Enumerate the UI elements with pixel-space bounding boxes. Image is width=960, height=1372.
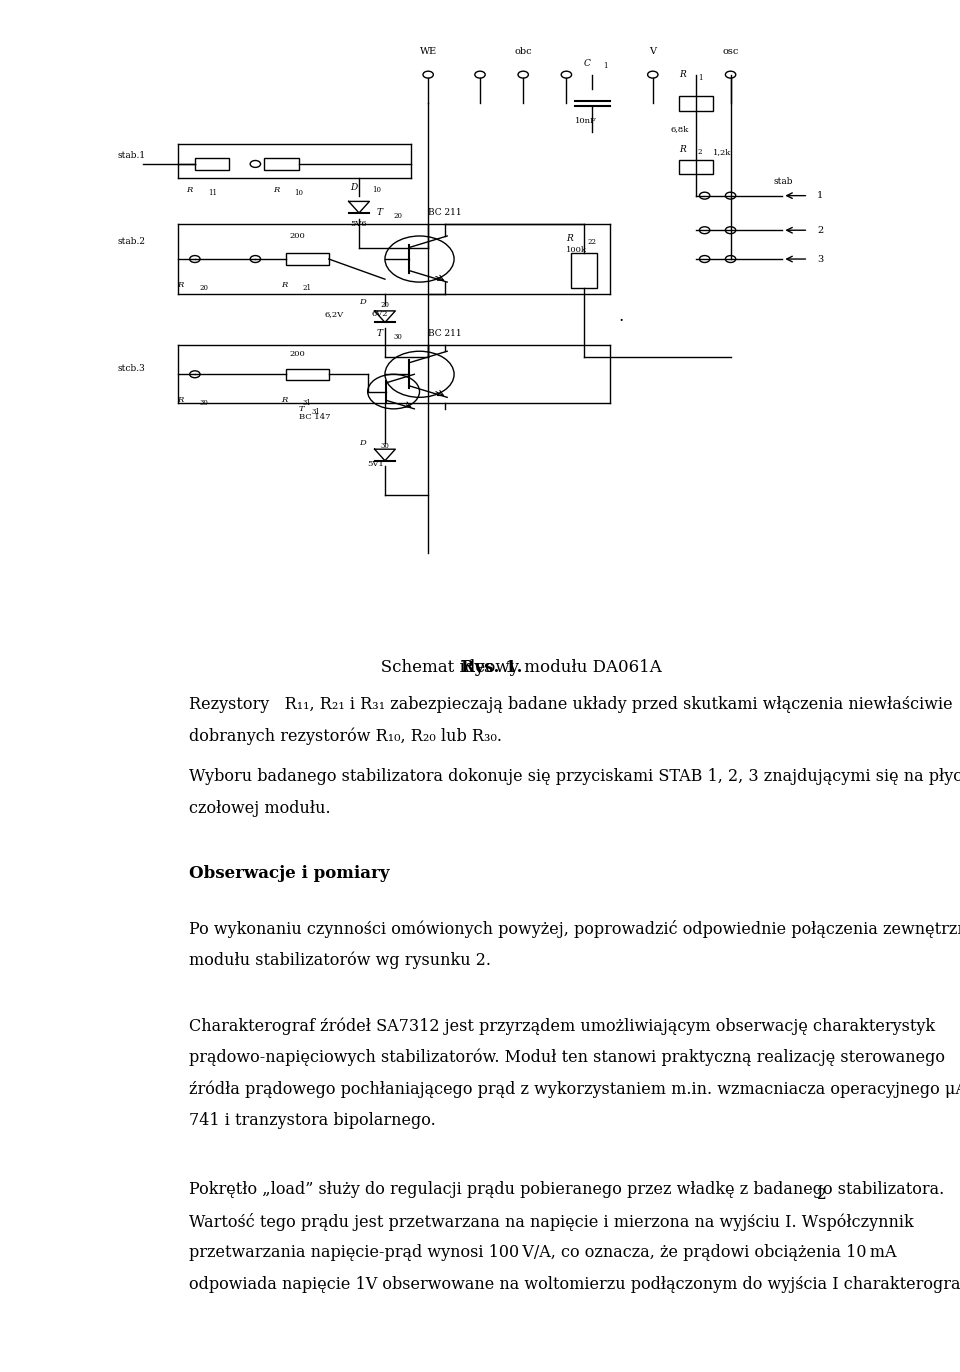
- Text: 20: 20: [394, 211, 402, 220]
- Text: R: R: [178, 281, 184, 289]
- Text: R: R: [186, 185, 193, 193]
- Text: BC 147: BC 147: [299, 413, 330, 421]
- Text: Po wykonaniu czynności omówionych powyżej, poprowadzić odpowiednie połączenia ze: Po wykonaniu czynności omówionych powyże…: [189, 921, 960, 938]
- Bar: [570, 254, 596, 288]
- Text: osc: osc: [722, 47, 739, 56]
- Text: BC 211: BC 211: [428, 329, 462, 339]
- Bar: [286, 369, 328, 380]
- Text: 1: 1: [603, 62, 607, 70]
- Text: R: R: [679, 145, 685, 154]
- Text: 6,8k: 6,8k: [670, 125, 688, 133]
- Text: 5V6: 5V6: [350, 221, 367, 229]
- Text: 1: 1: [817, 191, 824, 200]
- Text: przetwarzania napięcie-prąd wynosi 100 V/A, co oznacza, że prądowi obciążenia 10: przetwarzania napięcie-prąd wynosi 100 V…: [189, 1244, 897, 1261]
- Bar: [286, 254, 328, 265]
- Text: Wartość tego prądu jest przetwarzana na napięcie i mierzona na wyjściu I. Współc: Wartość tego prądu jest przetwarzana na …: [189, 1213, 914, 1231]
- Text: 200: 200: [290, 350, 305, 358]
- Text: stab: stab: [774, 177, 793, 185]
- Text: V: V: [649, 47, 657, 56]
- Text: Charakterograf źródeł SA7312 jest przyrządem umożliwiającym obserwację charakter: Charakterograf źródeł SA7312 jest przyrz…: [189, 1017, 935, 1034]
- Text: 11: 11: [207, 189, 217, 196]
- Text: Rezystory   R₁₁, R₂₁ i R₃₁ zabezpieczają badane układy przed skutkami włączenia : Rezystory R₁₁, R₂₁ i R₃₁ zabezpieczają b…: [189, 696, 953, 713]
- Text: 21: 21: [303, 284, 312, 292]
- Text: 3: 3: [817, 255, 824, 263]
- Bar: [264, 158, 299, 170]
- Text: T: T: [376, 209, 382, 217]
- Bar: [195, 158, 229, 170]
- Text: obc: obc: [515, 47, 532, 56]
- Text: R: R: [566, 235, 573, 243]
- Bar: [679, 96, 713, 111]
- Text: 6,2V: 6,2V: [324, 310, 344, 318]
- Text: 741 i tranzystora bipolarnego.: 741 i tranzystora bipolarnego.: [189, 1113, 436, 1129]
- Text: T: T: [376, 329, 382, 339]
- Text: R: R: [679, 70, 685, 80]
- Text: 1: 1: [698, 74, 702, 81]
- Text: D: D: [359, 439, 366, 447]
- Text: D: D: [350, 182, 358, 192]
- Text: czołowej modułu.: czołowej modułu.: [189, 800, 331, 816]
- Text: 1,2k: 1,2k: [713, 148, 732, 156]
- Text: prądowo-napięciowych stabilizatorów. Moduł ten stanowi praktyczną realizację ste: prądowo-napięciowych stabilizatorów. Mod…: [189, 1048, 946, 1066]
- Text: 10: 10: [294, 189, 303, 196]
- Text: 30: 30: [394, 333, 402, 340]
- Text: 30: 30: [200, 399, 208, 407]
- Text: 20: 20: [200, 284, 208, 292]
- Text: C: C: [584, 59, 590, 67]
- Text: stcb.3: stcb.3: [117, 364, 145, 373]
- Text: 31: 31: [311, 407, 321, 416]
- Text: 10: 10: [372, 185, 381, 193]
- Text: 100k: 100k: [566, 247, 588, 254]
- Text: 5V1: 5V1: [368, 460, 384, 468]
- Text: 200: 200: [290, 232, 305, 240]
- Text: R: R: [281, 397, 288, 405]
- Text: 6V2: 6V2: [372, 310, 389, 318]
- Text: modułu stabilizatorów wg rysunku 2.: modułu stabilizatorów wg rysunku 2.: [189, 952, 492, 969]
- Text: źródła prądowego pochłaniającego prąd z wykorzystaniem m.in. wzmacniacza operacy: źródła prądowego pochłaniającego prąd z …: [189, 1081, 960, 1098]
- Text: 10nF: 10nF: [575, 117, 597, 125]
- Text: Pokrętło „load” służy do regulacji prądu pobieranego przez władkę z badanego sta: Pokrętło „load” służy do regulacji prądu…: [189, 1181, 945, 1198]
- Text: odpowiada napięcie 1V obserwowane na woltomierzu podłączonym do wyjścia I charak: odpowiada napięcie 1V obserwowane na wol…: [189, 1276, 960, 1292]
- Text: 2: 2: [817, 1188, 827, 1202]
- Bar: [679, 159, 713, 174]
- Text: dobranych rezystorów R₁₀, R₂₀ lub R₃₀.: dobranych rezystorów R₁₀, R₂₀ lub R₃₀.: [189, 727, 502, 745]
- Text: Wyboru badanego stabilizatora dokonuje się przyciskami STAB 1, 2, 3 znajdującymi: Wyboru badanego stabilizatora dokonuje s…: [189, 768, 960, 785]
- Text: stab.2: stab.2: [117, 237, 145, 246]
- Text: T: T: [299, 405, 304, 413]
- Text: R: R: [281, 281, 288, 289]
- Text: 2: 2: [698, 148, 702, 156]
- Text: R: R: [273, 185, 279, 193]
- Text: R: R: [178, 397, 184, 405]
- Text: BC 211: BC 211: [428, 209, 462, 217]
- Text: 30: 30: [380, 442, 390, 450]
- Text: Obserwacje i pomiary: Obserwacje i pomiary: [189, 866, 390, 882]
- Text: stab.1: stab.1: [117, 151, 145, 159]
- Text: 31: 31: [303, 399, 312, 407]
- Text: 2: 2: [817, 226, 824, 235]
- Text: WE: WE: [420, 47, 437, 56]
- Text: .: .: [618, 309, 623, 325]
- Text: 20: 20: [380, 300, 390, 309]
- Text: 22: 22: [588, 237, 597, 246]
- Text: Schemat ideowy modułu DA061A: Schemat ideowy modułu DA061A: [323, 659, 661, 676]
- Text: Rys. 1.: Rys. 1.: [461, 659, 523, 676]
- Text: D: D: [359, 298, 366, 306]
